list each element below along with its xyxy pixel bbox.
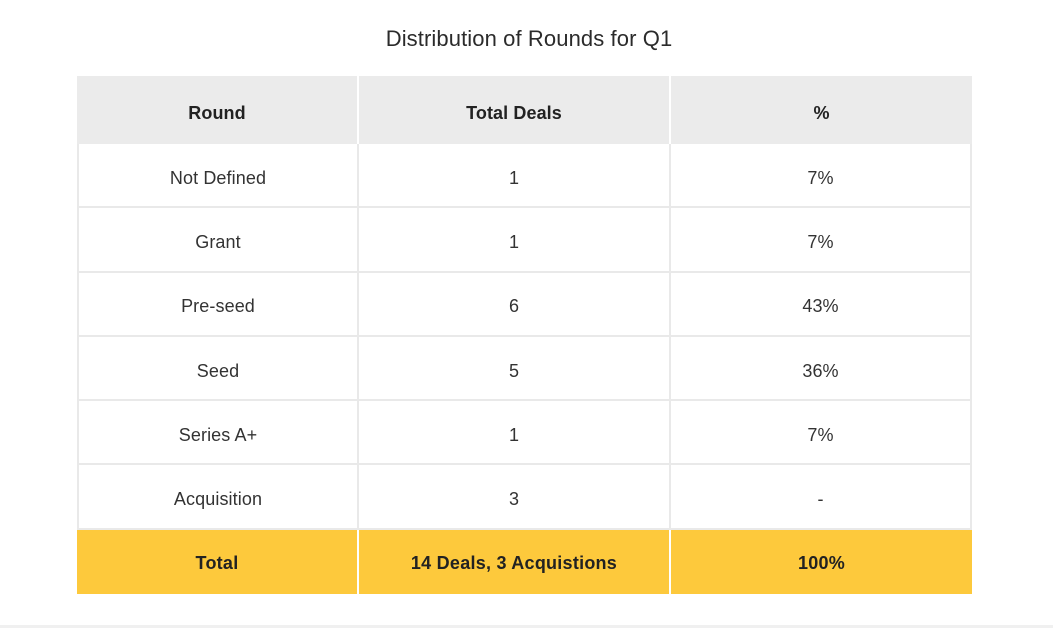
rounds-distribution-table: Round Total Deals % Not Defined 1 7% Gra… [77,76,972,594]
page-divider [0,625,1053,628]
cell-round-0: Not Defined [77,144,357,209]
cell-percent-1: 7% [671,208,972,273]
cell-round-1: Grant [77,208,357,273]
cell-total-deals-1: 1 [357,208,671,273]
total-row-deals: 14 Deals, 3 Acquistions [357,529,671,594]
cell-round-3: Seed [77,336,357,402]
total-row-percent: 100% [671,529,972,594]
cell-total-deals-3: 5 [357,336,671,402]
column-header-percent: % [671,76,972,144]
cell-round-5: Acquisition [77,465,357,530]
cell-round-2: Pre-seed [77,272,357,337]
column-header-total-deals: Total Deals [357,76,671,144]
cell-total-deals-2: 6 [357,272,671,337]
cell-percent-2: 43% [671,272,972,337]
cell-total-deals-5: 3 [357,465,671,530]
cell-percent-0: 7% [671,144,972,209]
cell-percent-3: 36% [671,336,972,402]
page-title: Distribution of Rounds for Q1 [385,26,673,51]
cell-percent-4: 7% [671,401,972,466]
column-header-round: Round [77,76,357,144]
cell-percent-5: - [671,465,972,530]
total-row-label: Total [77,529,357,594]
cell-total-deals-4: 1 [357,401,671,466]
cell-round-4: Series A+ [77,401,357,466]
cell-total-deals-0: 1 [357,144,671,209]
